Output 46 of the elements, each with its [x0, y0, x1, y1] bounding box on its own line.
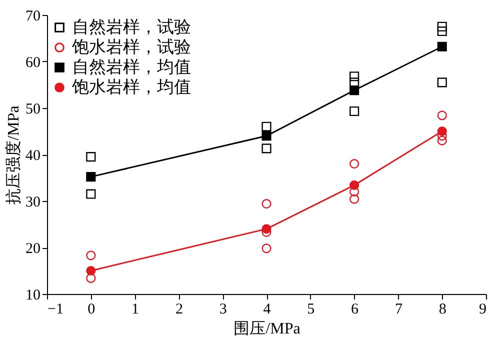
y-tick-label: 60: [26, 55, 40, 71]
y-tick-label: 20: [26, 241, 40, 257]
y-tick-label: 50: [26, 102, 40, 118]
point: [350, 106, 360, 116]
point: [262, 144, 272, 154]
x-tick-label: 4: [263, 302, 272, 318]
y-tick-label: 30: [26, 194, 40, 210]
y-tick-label: 40: [26, 148, 40, 164]
legend-label: 饱水岩样，均值: [71, 78, 191, 96]
legend-label: 饱水岩样，试验: [71, 38, 191, 56]
y-tick-label: 70: [26, 8, 40, 24]
point: [437, 110, 447, 120]
point: [262, 122, 272, 132]
point: [437, 78, 447, 88]
x-tick-label: 2: [175, 302, 183, 318]
point: [262, 199, 272, 209]
legend-label: 自然岩样，试验: [72, 18, 191, 36]
point: [86, 273, 96, 283]
x-tick-label: 5: [307, 302, 315, 318]
x-tick-label: 0: [88, 302, 96, 318]
point: [437, 22, 447, 32]
y-tick-label: 10: [26, 288, 40, 304]
point: [262, 244, 272, 254]
y-axis-title: 抗压强度/MPa: [4, 106, 22, 204]
point: [350, 186, 360, 196]
point: [86, 172, 96, 182]
point: [350, 78, 360, 88]
x-tick-label: 1: [132, 302, 140, 318]
x-tick-label: −1: [48, 302, 64, 318]
point: [86, 250, 96, 260]
x-tick-label: 7: [394, 302, 403, 318]
x-tick-label: 3: [219, 302, 227, 318]
point: [350, 159, 360, 169]
point: [437, 42, 447, 52]
point: [86, 189, 96, 199]
x-axis-title: 围压/MPa: [234, 320, 300, 338]
x-tick-label: 9: [479, 302, 486, 318]
x-tick-label: 6: [351, 302, 360, 318]
point: [350, 72, 360, 82]
point: [437, 26, 447, 36]
x-tick-label: 8: [438, 302, 446, 318]
legend-label: 自然岩样，均值: [72, 58, 191, 76]
point: [86, 152, 96, 162]
point: [350, 194, 360, 204]
point: [86, 266, 96, 276]
point: [437, 136, 447, 146]
